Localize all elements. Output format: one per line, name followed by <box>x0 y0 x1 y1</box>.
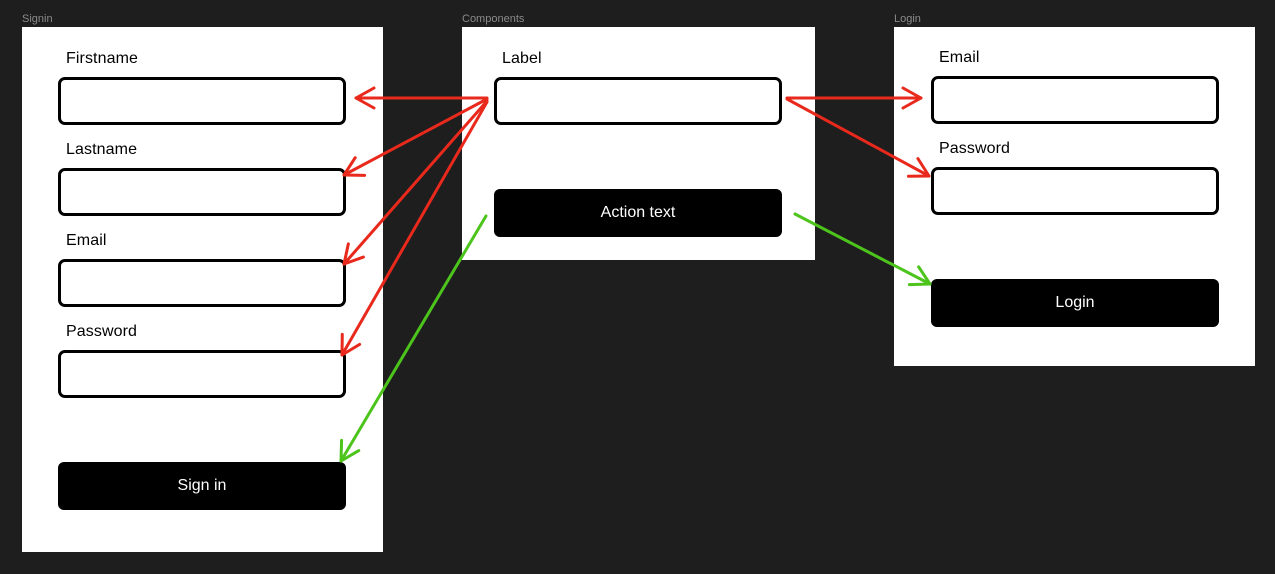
frame-title-login[interactable]: Login <box>894 13 921 25</box>
login-email-label: Email <box>939 49 980 66</box>
firstname-input[interactable] <box>58 77 346 125</box>
firstname-label: Firstname <box>66 50 139 67</box>
password-label: Password <box>66 323 138 340</box>
component-action-button[interactable]: Action text <box>494 189 782 237</box>
component-label: Label <box>502 50 542 67</box>
component-input[interactable] <box>494 77 782 125</box>
login-frame[interactable]: Email Password Login <box>894 27 1255 366</box>
signin-frame[interactable]: Firstname Lastname Email Password Sign i… <box>22 27 383 552</box>
lastname-label: Lastname <box>66 141 138 158</box>
email-label: Email <box>66 232 107 249</box>
login-email-input[interactable] <box>931 76 1219 124</box>
frame-title-signin[interactable]: Signin <box>22 13 53 25</box>
password-input[interactable] <box>58 350 346 398</box>
email-input[interactable] <box>58 259 346 307</box>
components-frame[interactable]: Label Action text <box>462 27 815 260</box>
lastname-input[interactable] <box>58 168 346 216</box>
sign-in-button[interactable]: Sign in <box>58 462 346 510</box>
login-password-label: Password <box>939 140 1011 157</box>
frame-title-components[interactable]: Components <box>462 13 525 25</box>
login-password-input[interactable] <box>931 167 1219 215</box>
login-button[interactable]: Login <box>931 279 1219 327</box>
